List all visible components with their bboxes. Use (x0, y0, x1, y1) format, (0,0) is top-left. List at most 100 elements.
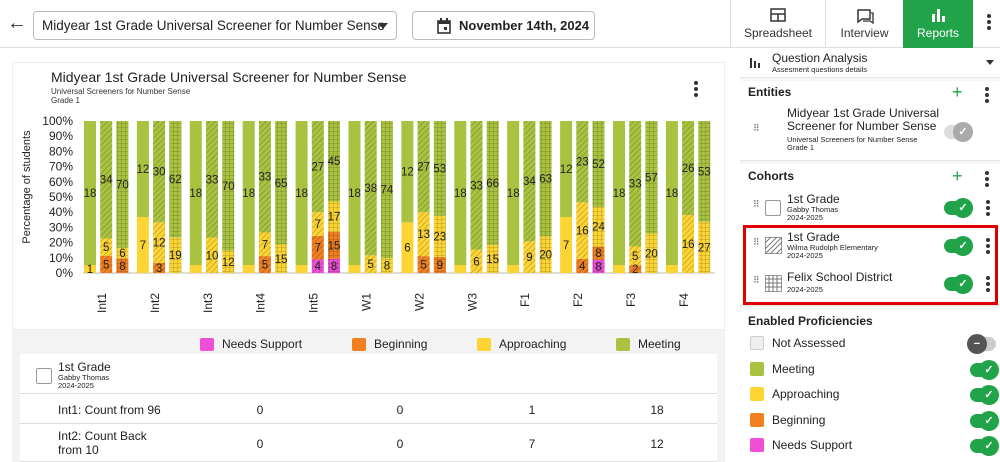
data-label: 6 (404, 243, 410, 255)
bar-pattern-overlay (433, 215, 446, 257)
proficiency-toggle[interactable]: ✓ (970, 359, 999, 380)
drag-handle-icon[interactable]: ⠿ (753, 237, 761, 247)
y-tick-label: 20% (49, 236, 73, 250)
bar-segment-approaching (401, 222, 414, 273)
bar-pattern-overlay (486, 244, 499, 273)
data-label: 27 (698, 242, 711, 254)
cohort-year: 2024-2025 (787, 251, 823, 260)
y-tick-label: 80% (49, 144, 73, 158)
proficiency-label: Not Assessed (772, 336, 846, 350)
stacked-bar-chart: 0%10%20% 30%40%50%60%70% 80%90%100% Int1 Int… (42, 114, 715, 313)
proficiency-toggle[interactable]: ✓ (970, 410, 999, 431)
more-options-icon[interactable] (986, 14, 992, 32)
data-label: 16 (682, 239, 695, 251)
bar-pattern-overlay (328, 231, 340, 259)
proficiency-toggle[interactable]: − (967, 334, 996, 354)
y-tick-label: 60% (49, 175, 73, 189)
x-tick-label: Int5 (307, 293, 321, 313)
proficiency-toggle[interactable]: ✓ (970, 385, 999, 405)
chart-more-icon[interactable] (693, 81, 699, 99)
question-analysis-select[interactable]: Question Analysis Assesment questions de… (740, 48, 1000, 78)
drag-handle-icon[interactable]: ⠿ (753, 199, 761, 209)
cohort-meta: Gabby Thomas 2024-2025 (787, 206, 838, 222)
data-label: 4 (315, 261, 322, 273)
data-label: 1 (87, 264, 93, 276)
cohort-toggle[interactable]: ✓ (944, 274, 973, 294)
cell-beginning: 0 (396, 437, 404, 451)
highlight-box (743, 225, 998, 305)
cohort-more-icon[interactable] (985, 276, 991, 294)
data-label: 33 (206, 174, 219, 186)
bar-pattern-overlay (592, 121, 605, 207)
bar-pattern-overlay (380, 121, 393, 259)
bar-pattern-overlay (539, 121, 552, 237)
tab-interview[interactable]: Interview (825, 0, 903, 48)
legend-label: Meeting (638, 337, 681, 351)
cell-approaching: 7 (528, 437, 536, 451)
tab-label: Spreadsheet (743, 26, 813, 40)
data-label: 12 (401, 167, 414, 179)
legend-swatch (616, 337, 630, 351)
bar-segment-meeting (507, 121, 520, 265)
group-name: 1st Grade (58, 360, 111, 374)
cohorts-more-icon[interactable] (984, 171, 990, 189)
proficiency-toggle[interactable]: ✓ (970, 436, 999, 456)
bar-pattern-overlay (116, 258, 129, 273)
data-label: 17 (328, 212, 341, 224)
cohort-more-icon[interactable] (985, 238, 991, 256)
bar-pattern-overlay (592, 246, 605, 260)
bar-segment-approaching (295, 265, 308, 273)
bar-segment-meeting (454, 121, 467, 265)
group-meta: Gabby Thomas 2024-2025 (58, 374, 109, 390)
cohort-name: Felix School District (787, 270, 893, 284)
data-label: 33 (629, 179, 642, 191)
entity-toggle[interactable]: ✓ (944, 122, 973, 142)
data-label: 18 (84, 188, 97, 200)
bar-chart-icon (750, 58, 760, 68)
bar-pattern-overlay (258, 121, 271, 233)
bar-pattern-overlay (682, 121, 695, 216)
bar-pattern-overlay (275, 244, 288, 273)
data-label: 12 (137, 164, 150, 176)
entities-more-icon[interactable] (984, 87, 990, 105)
drag-handle-icon[interactable]: ⠿ (753, 123, 761, 133)
bar-pattern-overlay (153, 121, 166, 223)
cohort-more-icon[interactable] (985, 200, 991, 218)
data-label: 24 (592, 222, 605, 234)
data-label: 26 (682, 163, 695, 175)
data-label: 45 (328, 156, 341, 168)
y-tick-label: 100% (42, 114, 73, 128)
data-label: 5 (632, 251, 638, 263)
cohort-toggle[interactable]: ✓ (944, 236, 973, 256)
chart-subtitle-line: Universal Screeners for Number Sense (51, 87, 191, 96)
x-tick-label: F2 (571, 293, 585, 307)
legend-label: Needs Support (222, 337, 303, 351)
tab-reports[interactable]: Reports (903, 0, 973, 48)
cohort-toggle[interactable]: ✓ (944, 198, 973, 218)
bar-segment-approaching (84, 265, 96, 273)
bar-pattern-overlay (576, 258, 589, 273)
x-tick-label: Int2 (148, 293, 162, 313)
cohorts-heading: Cohorts (748, 169, 794, 183)
date-picker-button[interactable]: November 14th, 2024 (412, 11, 595, 40)
drag-handle-icon[interactable]: ⠿ (753, 275, 761, 285)
bar-pattern-overlay (417, 121, 430, 213)
data-label: 8 (595, 248, 601, 260)
cohort-sub: Gabby Thomas (787, 205, 839, 214)
data-label: 4 (579, 261, 586, 273)
assessment-select[interactable]: Midyear 1st Grade Universal Screener for… (33, 11, 397, 40)
group-checkbox[interactable] (36, 368, 52, 384)
cohort-pattern-solid (765, 200, 781, 216)
data-label: 57 (645, 172, 658, 184)
tab-label: Reports (916, 26, 960, 40)
tab-spreadsheet[interactable]: Spreadsheet (731, 0, 825, 48)
back-arrow-icon[interactable]: ← (7, 12, 27, 34)
proficiency-swatch (750, 387, 764, 401)
add-entity-icon[interactable]: + (952, 82, 963, 102)
add-cohort-icon[interactable]: + (952, 166, 963, 186)
table-group-row: 1st Grade Gabby Thomas 2024-2025 (20, 354, 717, 394)
bar-segment-approaching (507, 265, 520, 273)
data-label: 18 (507, 188, 520, 200)
data-label: 30 (153, 167, 166, 179)
bar-segment-meeting (560, 121, 573, 217)
